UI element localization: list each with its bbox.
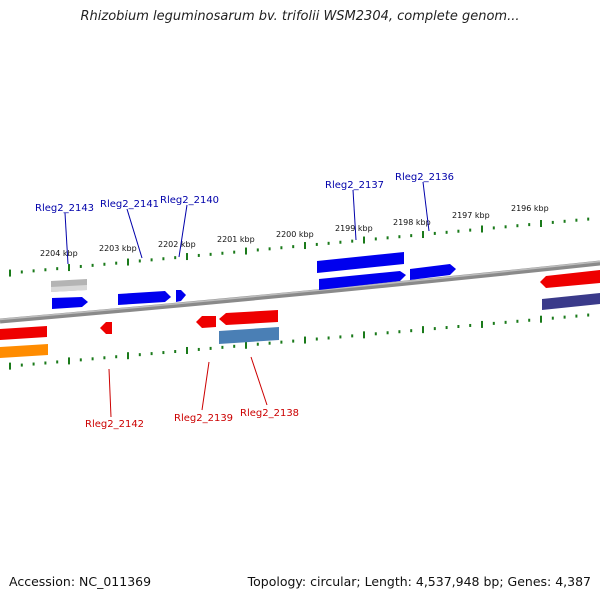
scale-label: 2197 kbp bbox=[452, 211, 490, 220]
gene-label[interactable]: Rleg2_2138 bbox=[240, 408, 299, 419]
forward-features bbox=[51, 252, 600, 310]
gene-rleg2-2136[interactable] bbox=[410, 264, 456, 280]
gene-label[interactable]: Rleg2_2140 bbox=[160, 195, 219, 206]
gene-reverse-arrow[interactable] bbox=[540, 270, 600, 288]
scale-label: 2196 kbp bbox=[511, 204, 549, 213]
scale-label: 2198 kbp bbox=[393, 218, 431, 227]
gene-label[interactable]: Rleg2_2137 bbox=[325, 180, 384, 191]
gene-rleg2-2138[interactable] bbox=[219, 310, 278, 325]
scale-label: 2203 kbp bbox=[99, 244, 137, 253]
scale-label: 2202 kbp bbox=[158, 240, 196, 249]
genome-backbone bbox=[0, 260, 600, 324]
topology-summary: Topology: circular; Length: 4,537,948 bp… bbox=[247, 574, 591, 589]
scale-label: 2199 kbp bbox=[335, 224, 373, 233]
gene-reverse-arrow[interactable] bbox=[0, 344, 48, 358]
gene-rleg2-2139[interactable] bbox=[196, 316, 216, 328]
gene-rleg2-2137[interactable] bbox=[317, 252, 404, 273]
map-title: Rhizobium leguminosarum bv. trifolii WSM… bbox=[80, 9, 520, 24]
gene-forward-arrow[interactable] bbox=[542, 293, 600, 310]
gene-labels-top: Rleg2_2143 Rleg2_2141 Rleg2_2140 Rleg2_2… bbox=[35, 172, 454, 214]
scale-label: 2204 kbp bbox=[40, 249, 78, 258]
gene-reverse-arrow[interactable] bbox=[219, 327, 279, 344]
lower-scale bbox=[9, 313, 590, 370]
upper-scale bbox=[9, 217, 590, 277]
gene-rleg2-2142[interactable] bbox=[100, 322, 112, 334]
gene-labels-bottom: Rleg2_2142 Rleg2_2139 Rleg2_2138 bbox=[85, 408, 299, 430]
gene-label[interactable]: Rleg2_2136 bbox=[395, 172, 454, 183]
gene-label[interactable]: Rleg2_2139 bbox=[174, 413, 233, 424]
gene-forward-arrow[interactable] bbox=[52, 297, 88, 309]
scale-label: 2200 kbp bbox=[276, 230, 314, 239]
gene-forward-arrow[interactable] bbox=[319, 271, 406, 290]
gene-label[interactable]: Rleg2_2142 bbox=[85, 419, 144, 430]
accession-text: Accession: NC_011369 bbox=[9, 574, 152, 589]
gene-label[interactable]: Rleg2_2141 bbox=[100, 199, 159, 210]
scale-labels: 2204 kbp 2203 kbp 2202 kbp 2201 kbp 2200… bbox=[40, 204, 549, 258]
scale-label: 2201 kbp bbox=[217, 235, 255, 244]
gene-label[interactable]: Rleg2_2143 bbox=[35, 203, 94, 214]
reverse-features bbox=[0, 270, 600, 358]
gene-rleg2-2140[interactable] bbox=[176, 290, 186, 302]
label-leaders bbox=[64, 181, 430, 418]
gene-rleg2-2141[interactable] bbox=[118, 291, 171, 305]
gene-reverse-arrow[interactable] bbox=[0, 326, 47, 340]
